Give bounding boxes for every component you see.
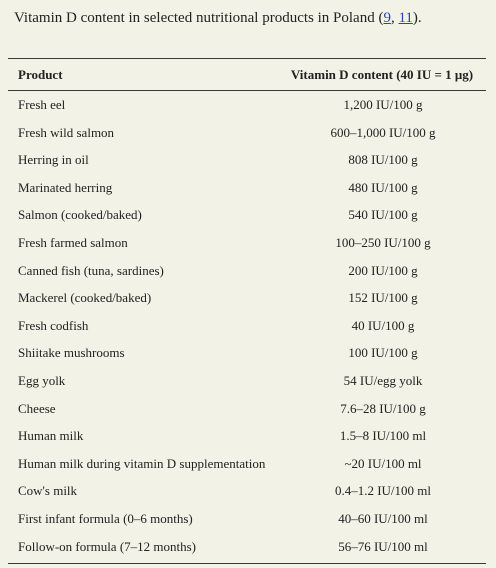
cell-vitamin-d-content: 54 IU/egg yolk xyxy=(343,372,423,388)
cell-product: Mackerel (cooked/baked) xyxy=(18,290,152,306)
vitamin-d-table: Product Vitamin D content (40 IU = 1 μg)… xyxy=(8,58,486,560)
header-vitamin-d-content: Vitamin D content (40 IU = 1 μg) xyxy=(290,67,474,82)
cell-vitamin-d-content: 200 IU/100 g xyxy=(348,262,418,278)
cell-vitamin-d-content: 40–60 IU/100 ml xyxy=(338,510,428,526)
cell-vitamin-d-content: 7.6–28 IU/100 g xyxy=(340,400,426,416)
table-row: Cheese 7.6–28 IU/100 g xyxy=(8,395,486,423)
cell-product: Canned fish (tuna, sardines) xyxy=(18,262,164,278)
cell-vitamin-d-content: 1,200 IU/100 g xyxy=(343,97,423,112)
cell-product: Fresh codfish xyxy=(18,317,89,333)
cell-product: Human milk xyxy=(18,428,84,444)
cell-vitamin-d-content: 56–76 IU/100 ml xyxy=(338,538,428,554)
table-row: Fresh farmed salmon 100–250 IU/100 g xyxy=(8,229,486,257)
caption-end: ). xyxy=(412,10,422,26)
table-row: First infant formula (0–6 months) 40–60 I… xyxy=(8,505,486,533)
caption-separator: , xyxy=(390,10,399,26)
table-row: Fresh wild salmon 600–1,000 IU/100 g xyxy=(8,119,486,147)
table-row: Marinated herring 480 IU/100 g xyxy=(8,174,486,202)
table-body: Fresh eel 1,200 IU/100 g Fresh wild salmon… xyxy=(8,91,486,560)
cell-product: Marinated herring xyxy=(18,179,113,195)
table-row: Shiitake mushrooms 100 IU/100 g xyxy=(8,339,486,367)
table-bottom-rule xyxy=(8,563,486,564)
cell-vitamin-d-content: 480 IU/100 g xyxy=(348,179,418,195)
cell-vitamin-d-content: 540 IU/100 g xyxy=(348,207,418,223)
cell-vitamin-d-content: 40 IU/100 g xyxy=(351,317,415,333)
table-row: Egg yolk 54 IU/egg yolk xyxy=(8,367,486,395)
cell-vitamin-d-content: 600–1,000 IU/100 g xyxy=(330,124,436,140)
table-caption: Vitamin D content in selected nutritiona… xyxy=(14,9,422,27)
cell-vitamin-d-content: 1.5–8 IU/100 ml xyxy=(339,428,427,444)
table-row: Canned fish (tuna, sardines) 200 IU/100 g xyxy=(8,257,486,285)
table-row: Mackerel (cooked/baked) 152 IU/100 g xyxy=(8,284,486,312)
cell-product: Fresh farmed salmon xyxy=(18,234,128,250)
cell-product: Shiitake mushrooms xyxy=(18,345,125,361)
cell-vitamin-d-content: ~20 IU/100 ml xyxy=(344,455,422,471)
table-row: Human milk 1.5–8 IU/100 ml xyxy=(8,422,486,450)
cell-vitamin-d-content: 808 IU/100 g xyxy=(348,152,418,168)
table-header-row: Product Vitamin D content (40 IU = 1 μg) xyxy=(8,59,486,91)
cell-product: Follow-on formula (7–12 months) xyxy=(18,538,197,554)
table-row: Salmon (cooked/baked) 540 IU/100 g xyxy=(8,201,486,229)
cell-product: Herring in oil xyxy=(18,152,89,168)
cell-product: Fresh wild salmon xyxy=(18,124,115,140)
cell-product: First infant formula (0–6 months) xyxy=(18,510,193,526)
cell-vitamin-d-content: 100–250 IU/100 g xyxy=(335,234,431,250)
cell-vitamin-d-content: 0.4–1.2 IU/100 ml xyxy=(334,483,432,499)
cell-product: Cheese xyxy=(18,400,56,416)
caption-text: Vitamin D content in selected nutritiona… xyxy=(14,10,384,26)
table-row: Follow-on formula (7–12 months) 56–76 IU/… xyxy=(8,533,486,561)
table-row: Herring in oil 808 IU/100 g xyxy=(8,146,486,174)
table-row: Cow's milk 0.4–1.2 IU/100 ml xyxy=(8,477,486,505)
reference-link-11[interactable]: 11 xyxy=(398,10,413,26)
cell-vitamin-d-content: 100 IU/100 g xyxy=(348,345,418,361)
cell-product: Human milk during vitamin D supplementat… xyxy=(18,455,266,471)
cell-product: Fresh eel xyxy=(18,97,66,112)
cell-product: Salmon (cooked/baked) xyxy=(18,207,142,223)
table-row: Human milk during vitamin D supplementat… xyxy=(8,450,486,478)
header-product: Product xyxy=(18,67,63,82)
reference-link-9[interactable]: 9 xyxy=(383,10,391,26)
table-row: Fresh eel 1,200 IU/100 g xyxy=(8,91,486,119)
cell-product: Egg yolk xyxy=(18,372,66,388)
cell-vitamin-d-content: 152 IU/100 g xyxy=(348,290,418,306)
table-row: Fresh codfish 40 IU/100 g xyxy=(8,312,486,340)
cell-product: Cow's milk xyxy=(18,483,78,499)
